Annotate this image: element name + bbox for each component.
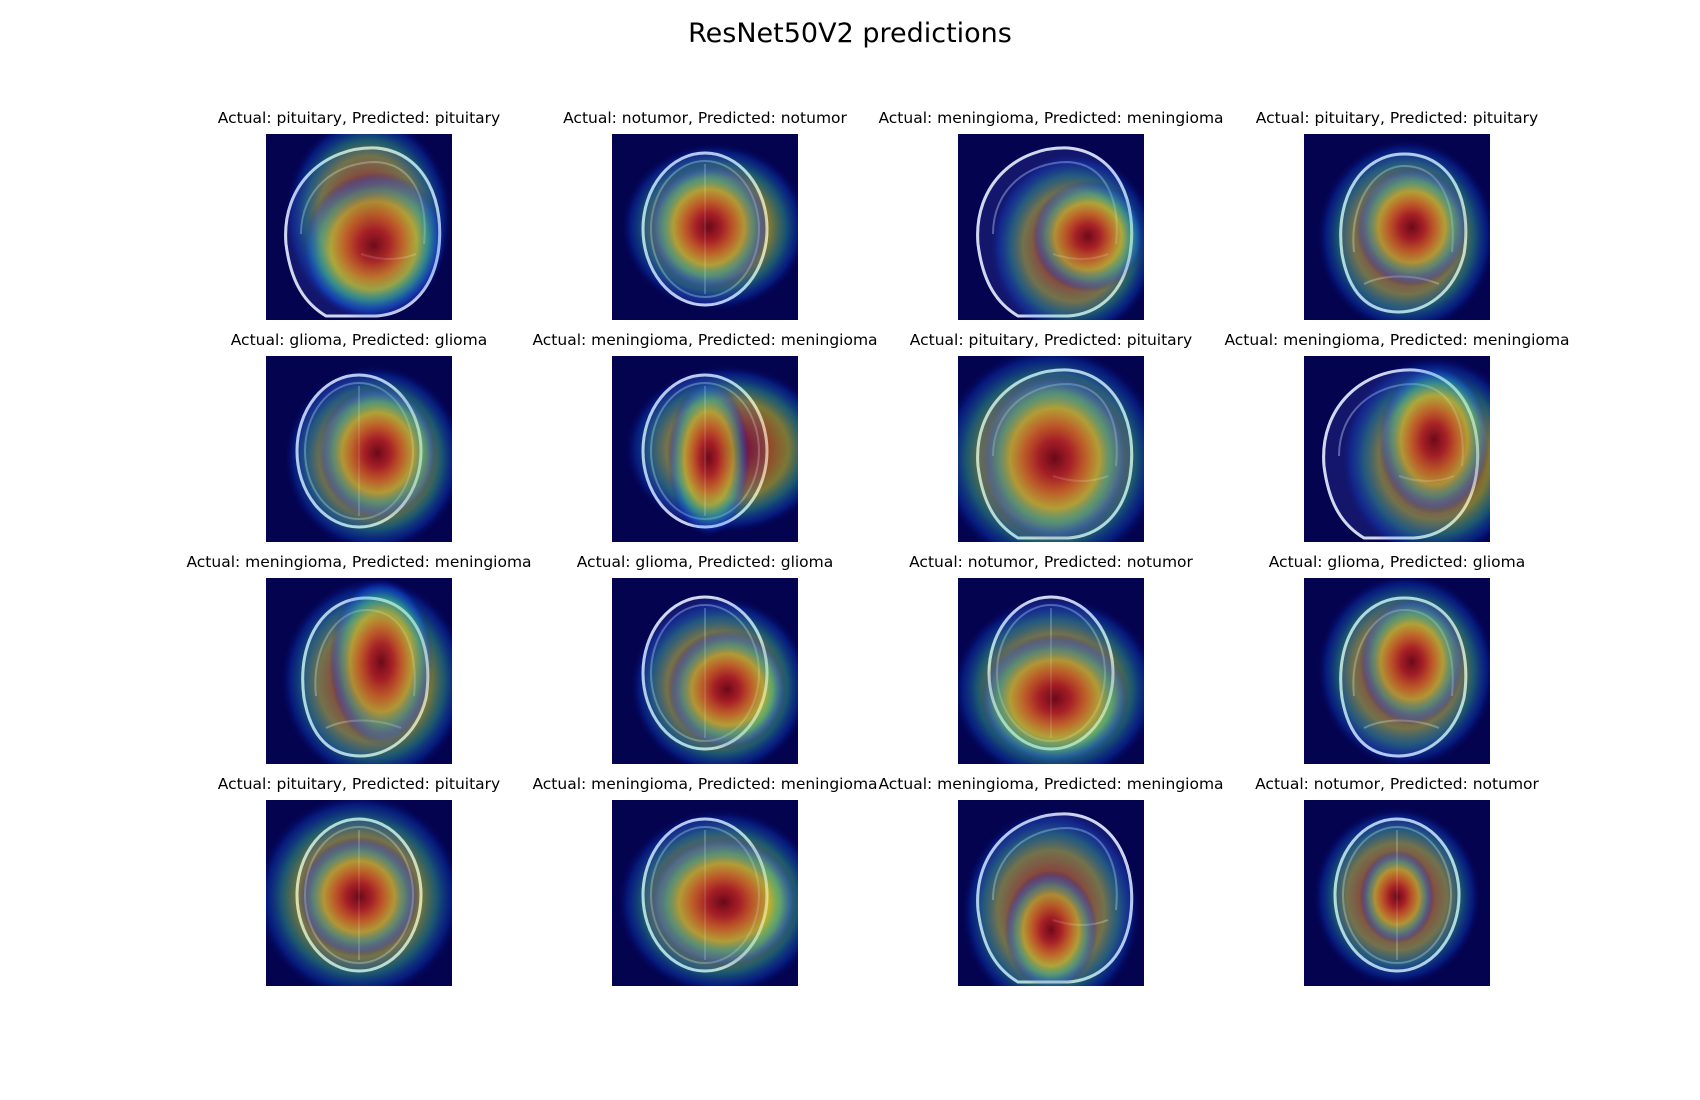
- prediction-panel: Actual: pituitary, Predicted: pituitary: [218, 775, 500, 986]
- prediction-panel: Actual: notumor, Predicted: notumor: [909, 553, 1193, 764]
- prediction-panel: Actual: pituitary, Predicted: pituitary: [218, 109, 500, 320]
- figure-title: ResNet50V2 predictions: [688, 18, 1012, 49]
- panel-title: Actual: meningioma, Predicted: meningiom…: [532, 775, 878, 793]
- gradcam-heatmap-image: [1304, 800, 1490, 986]
- prediction-panel: Actual: meningioma, Predicted: meningiom…: [878, 775, 1224, 986]
- prediction-panel: Actual: notumor, Predicted: notumor: [1255, 775, 1539, 986]
- gradcam-heatmap-image: [612, 134, 798, 320]
- prediction-panel: Actual: meningioma, Predicted: meningiom…: [186, 553, 532, 764]
- gradcam-heatmap-image: [958, 356, 1144, 542]
- panel-title: Actual: meningioma, Predicted: meningiom…: [532, 331, 878, 349]
- panel-title: Actual: pituitary, Predicted: pituitary: [909, 331, 1193, 349]
- panel-title: Actual: pituitary, Predicted: pituitary: [1255, 109, 1539, 127]
- panel-title: Actual: glioma, Predicted: glioma: [1268, 553, 1526, 571]
- gradcam-heatmap-image: [612, 356, 798, 542]
- panel-title: Actual: glioma, Predicted: glioma: [230, 331, 488, 349]
- gradcam-heatmap-image: [612, 800, 798, 986]
- panel-title: Actual: pituitary, Predicted: pituitary: [217, 109, 501, 127]
- prediction-panel: Actual: glioma, Predicted: glioma: [577, 553, 833, 764]
- prediction-panel: Actual: notumor, Predicted: notumor: [563, 109, 847, 320]
- gradcam-heatmap-image: [1304, 356, 1490, 542]
- gradcam-heatmap-image: [612, 578, 798, 764]
- prediction-panel: Actual: meningioma, Predicted: meningiom…: [532, 331, 878, 542]
- gradcam-heatmap-image: [266, 800, 452, 986]
- gradcam-heatmap-image: [958, 800, 1144, 986]
- prediction-panel: Actual: pituitary, Predicted: pituitary: [910, 331, 1192, 542]
- panel-title: Actual: meningioma, Predicted: meningiom…: [878, 775, 1224, 793]
- panel-title: Actual: notumor, Predicted: notumor: [563, 109, 847, 127]
- prediction-panel: Actual: meningioma, Predicted: meningiom…: [532, 775, 878, 986]
- gradcam-heatmap-image: [958, 134, 1144, 320]
- prediction-panel: Actual: meningioma, Predicted: meningiom…: [878, 109, 1224, 320]
- gradcam-heatmap-image: [266, 578, 452, 764]
- panel-title: Actual: meningioma, Predicted: meningiom…: [1224, 331, 1570, 349]
- panel-title: Actual: pituitary, Predicted: pituitary: [217, 775, 501, 793]
- panel-title: Actual: glioma, Predicted: glioma: [576, 553, 834, 571]
- prediction-panel: Actual: glioma, Predicted: glioma: [231, 331, 487, 542]
- gradcam-heatmap-image: [266, 134, 452, 320]
- prediction-panel: Actual: glioma, Predicted: glioma: [1269, 553, 1525, 764]
- gradcam-heatmap-image: [266, 356, 452, 542]
- panel-title: Actual: notumor, Predicted: notumor: [1255, 775, 1539, 793]
- gradcam-heatmap-image: [1304, 578, 1490, 764]
- gradcam-heatmap-image: [1304, 134, 1490, 320]
- prediction-panel: Actual: meningioma, Predicted: meningiom…: [1224, 331, 1570, 542]
- panel-title: Actual: meningioma, Predicted: meningiom…: [878, 109, 1224, 127]
- prediction-panel: Actual: pituitary, Predicted: pituitary: [1256, 109, 1538, 320]
- panel-title: Actual: notumor, Predicted: notumor: [909, 553, 1193, 571]
- panel-title: Actual: meningioma, Predicted: meningiom…: [186, 553, 532, 571]
- gradcam-heatmap-image: [958, 578, 1144, 764]
